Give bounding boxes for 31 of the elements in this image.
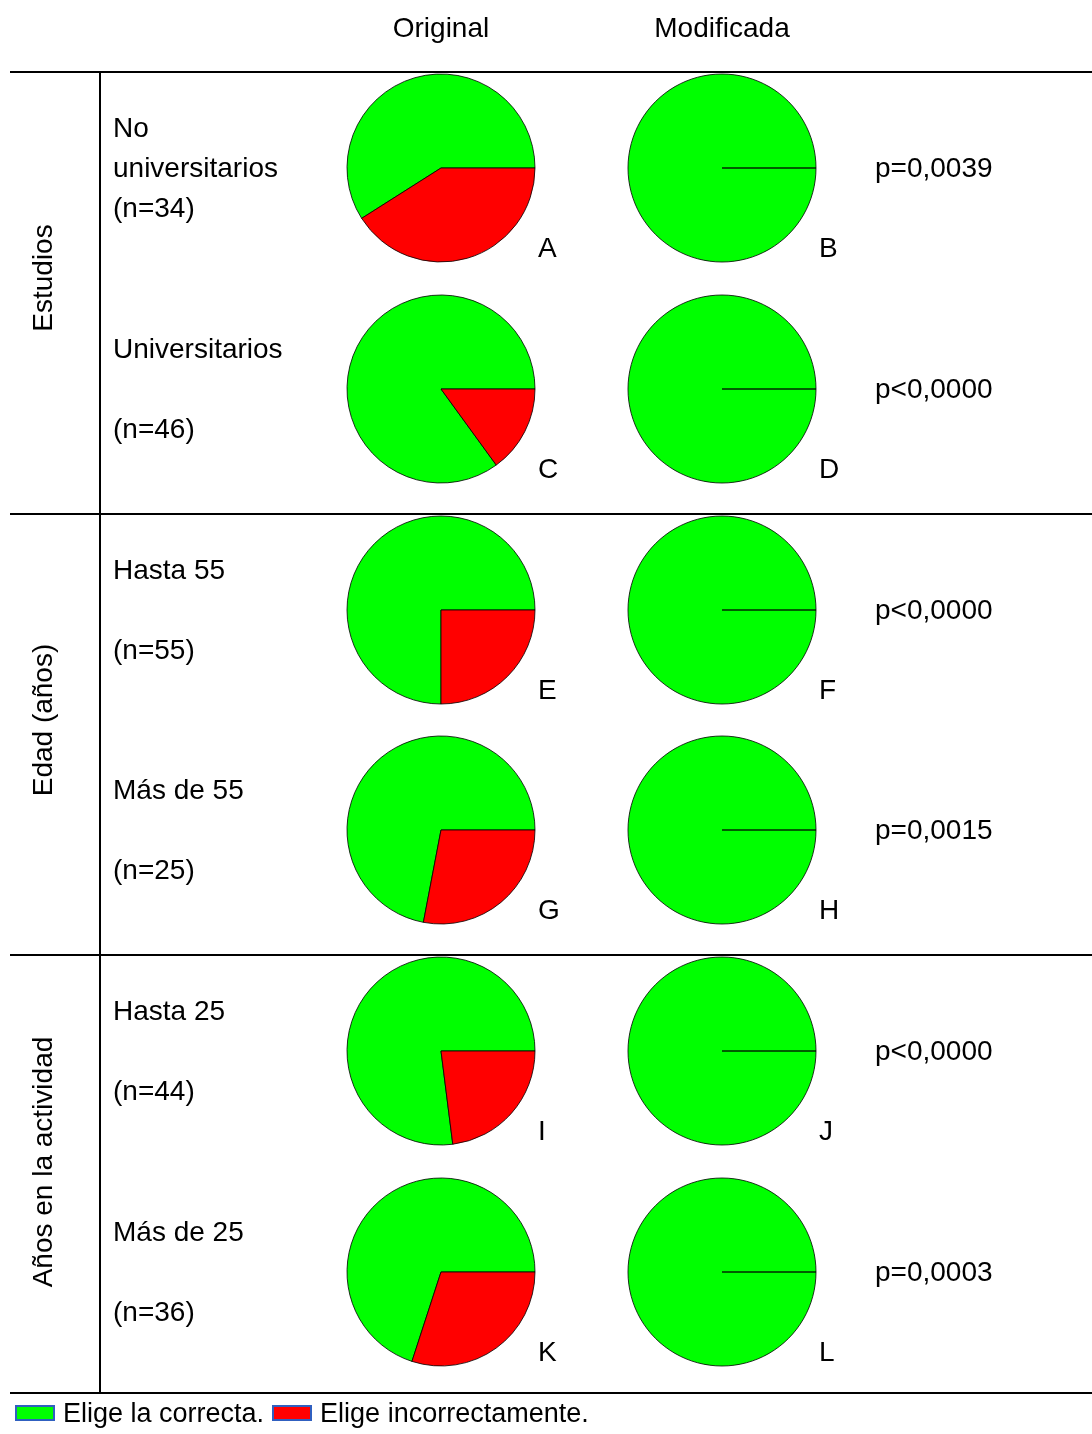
- text: Universitarios (n=46): [113, 332, 283, 444]
- text: p=0,0039: [875, 151, 993, 185]
- text: p=0,0015: [875, 813, 993, 848]
- text: No universitarios (n=34): [113, 111, 279, 225]
- text: p=0,0003: [875, 1255, 993, 1289]
- text: Estudios: [26, 223, 59, 335]
- text: p<0,0000: [875, 1034, 993, 1069]
- text: F: [819, 673, 837, 705]
- text: Hasta 55 (n=55): [113, 553, 226, 665]
- text: I: [538, 1114, 546, 1146]
- text: E: [538, 673, 557, 705]
- text: J: [819, 1114, 833, 1146]
- text: D: [819, 452, 840, 484]
- text: B: [819, 231, 838, 263]
- legend-label: Elige incorrectamente.: [320, 1397, 589, 1429]
- text: Años en la actividad: [26, 1035, 59, 1289]
- chart-subtitle: Modificada: [653, 11, 791, 45]
- chart-subtitle: Original: [391, 11, 491, 45]
- text: L: [819, 1335, 835, 1367]
- text: C: [538, 452, 559, 484]
- text: A: [538, 231, 557, 263]
- text: G: [538, 893, 560, 925]
- text: p<0,0000: [875, 371, 993, 406]
- text: Edad (años): [26, 642, 59, 799]
- text: Hasta 25 (n=44): [113, 995, 226, 1107]
- text: H: [819, 893, 840, 925]
- legend-label: Elige la correcta.: [63, 1397, 265, 1429]
- text: p<0,0000: [875, 592, 993, 627]
- text: Más de 25 (n=36): [113, 1216, 244, 1327]
- text: Más de 55 (n=25): [113, 774, 244, 886]
- text: K: [538, 1335, 557, 1367]
